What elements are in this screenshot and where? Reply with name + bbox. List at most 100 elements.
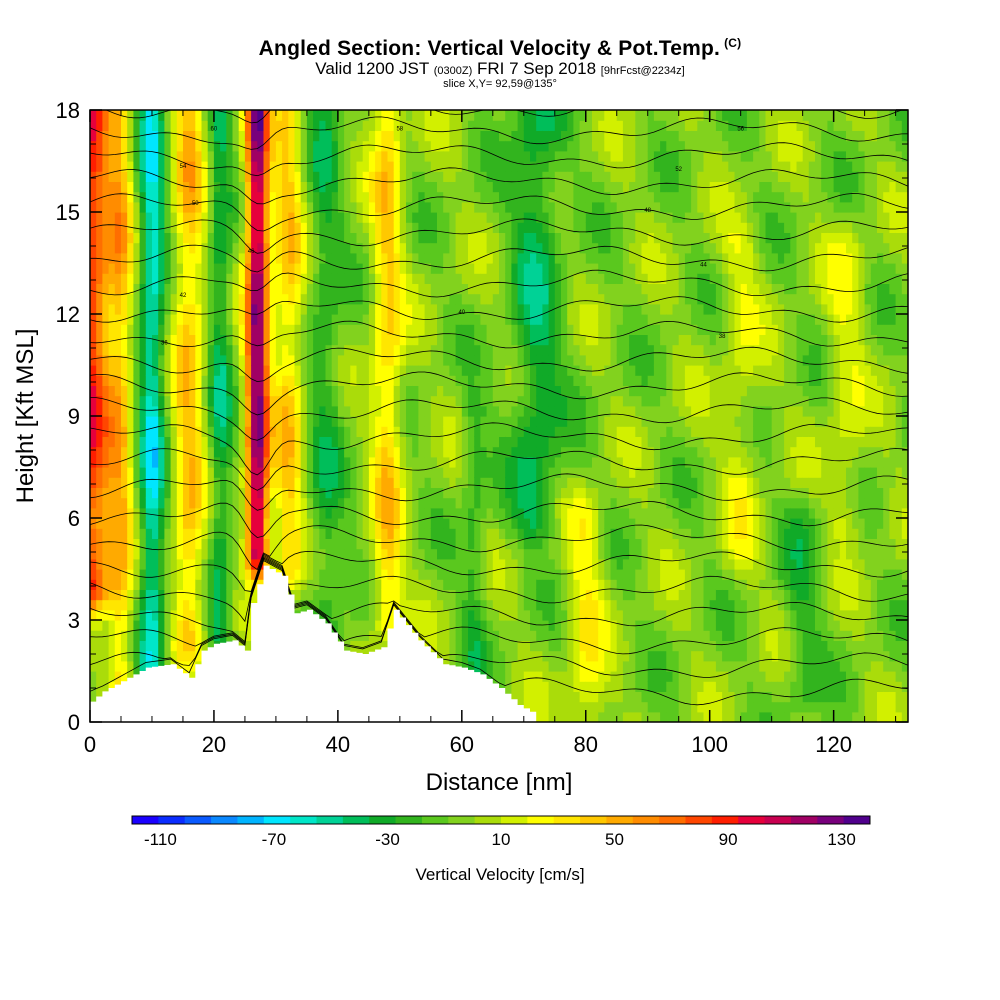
- velocity-cell: [542, 314, 550, 325]
- velocity-cell: [288, 171, 296, 182]
- velocity-cell: [375, 640, 382, 652]
- velocity-cell: [244, 518, 252, 529]
- velocity-cell: [121, 497, 128, 509]
- velocity-cell: [251, 365, 258, 376]
- velocity-cell: [480, 242, 488, 254]
- velocity-cell: [176, 518, 184, 529]
- velocity-cell: [399, 579, 407, 590]
- velocity-cell: [554, 354, 562, 366]
- velocity-cell: [542, 599, 550, 611]
- velocity-cell: [381, 405, 389, 417]
- velocity-cell: [505, 518, 512, 529]
- velocity-cell: [195, 456, 203, 468]
- velocity-cell: [201, 161, 209, 172]
- velocity-cell: [201, 334, 209, 346]
- velocity-cell: [356, 548, 364, 560]
- velocity-cell: [468, 538, 475, 550]
- velocity-cell: [170, 456, 178, 468]
- velocity-cell: [257, 324, 265, 335]
- velocity-cell: [325, 405, 333, 417]
- velocity-cell: [585, 477, 593, 488]
- velocity-cell: [592, 497, 599, 509]
- velocity-cell: [213, 252, 221, 264]
- velocity-cell: [430, 538, 438, 550]
- velocity-cell: [492, 354, 500, 366]
- velocity-cell: [530, 273, 537, 284]
- velocity-cell: [158, 558, 165, 570]
- velocity-cell: [393, 456, 401, 468]
- velocity-cell: [319, 120, 327, 131]
- velocity-cell: [195, 497, 203, 509]
- velocity-cell: [536, 252, 543, 264]
- velocity-cell: [114, 446, 122, 458]
- velocity-cell: [430, 579, 438, 590]
- velocity-cell: [412, 620, 419, 631]
- velocity-cell: [300, 405, 308, 417]
- velocity-cell: [399, 467, 407, 478]
- velocity-cell: [511, 467, 519, 478]
- velocity-cell: [530, 140, 537, 152]
- velocity-cell: [145, 150, 153, 162]
- velocity-cell: [461, 426, 469, 437]
- velocity-cell: [238, 140, 246, 152]
- velocity-cell: [548, 171, 556, 182]
- velocity-cell: [455, 130, 463, 142]
- velocity-cell: [195, 640, 203, 652]
- velocity-cell: [164, 344, 172, 356]
- velocity-cell: [350, 375, 358, 386]
- velocity-cell: [542, 283, 550, 295]
- velocity-cell: [96, 171, 103, 182]
- velocity-cell: [449, 528, 457, 539]
- velocity-cell: [567, 385, 574, 397]
- velocity-cell: [511, 150, 519, 162]
- velocity-cell: [443, 375, 450, 386]
- velocity-cell: [443, 630, 450, 641]
- velocity-cell: [152, 467, 159, 478]
- velocity-cell: [288, 232, 296, 244]
- velocity-cell: [288, 161, 296, 172]
- velocity-cell: [505, 467, 512, 478]
- velocity-cell: [567, 395, 574, 407]
- velocity-cell: [90, 558, 97, 570]
- velocity-cell: [170, 181, 178, 193]
- velocity-cell: [238, 456, 246, 468]
- velocity-cell: [449, 140, 457, 152]
- velocity-cell: [368, 212, 376, 223]
- velocity-cell: [455, 548, 463, 560]
- velocity-cell: [164, 446, 172, 458]
- velocity-cell: [604, 640, 612, 652]
- velocity-cell: [368, 110, 376, 121]
- velocity-cell: [368, 293, 376, 305]
- velocity-cell: [96, 130, 103, 142]
- velocity-cell: [548, 314, 556, 325]
- velocity-cell: [114, 630, 122, 641]
- velocity-cell: [170, 161, 178, 172]
- velocity-cell: [368, 405, 376, 417]
- velocity-cell: [468, 507, 475, 519]
- velocity-cell: [554, 426, 562, 437]
- velocity-cell: [468, 477, 475, 488]
- velocity-cell: [368, 416, 376, 427]
- velocity-cell: [381, 446, 389, 458]
- velocity-cell: [461, 538, 469, 550]
- velocity-cell: [561, 630, 568, 641]
- velocity-cell: [319, 201, 327, 213]
- velocity-cell: [561, 303, 568, 315]
- velocity-cell: [406, 446, 413, 458]
- velocity-cell: [548, 242, 556, 254]
- velocity-cell: [492, 589, 500, 601]
- velocity-cell: [226, 354, 234, 366]
- velocity-cell: [362, 283, 370, 295]
- velocity-cell: [337, 171, 345, 182]
- velocity-cell: [561, 701, 568, 713]
- velocity-cell: [232, 426, 240, 437]
- velocity-cell: [288, 497, 296, 509]
- velocity-cell: [226, 467, 234, 478]
- velocity-cell: [585, 558, 593, 570]
- velocity-cell: [176, 416, 184, 427]
- velocity-cell: [170, 150, 178, 162]
- velocity-cell: [437, 252, 444, 264]
- velocity-cell: [220, 324, 227, 335]
- velocity-cell: [257, 344, 265, 356]
- velocity-cell: [294, 395, 302, 407]
